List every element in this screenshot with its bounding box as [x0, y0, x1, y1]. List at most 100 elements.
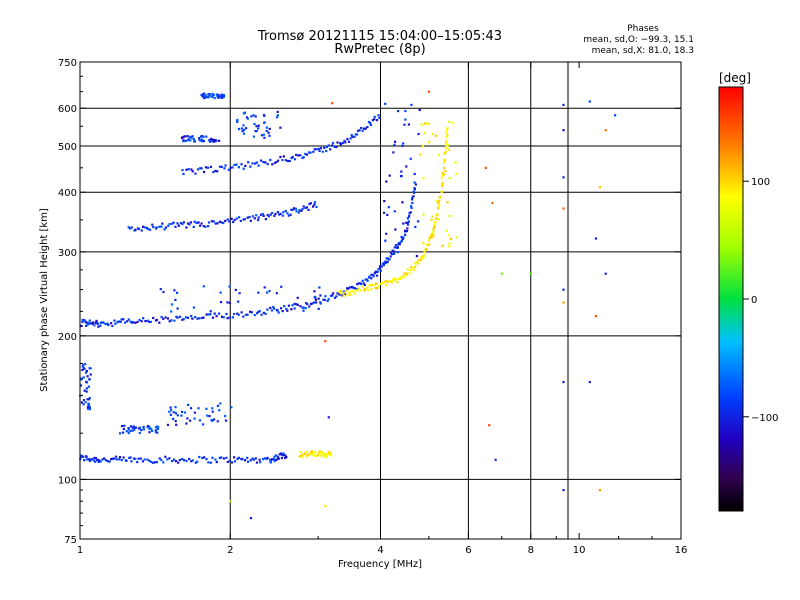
echo-point [122, 431, 125, 434]
echo-point [281, 214, 284, 217]
echo-point [219, 301, 223, 304]
echo-point [242, 132, 246, 135]
echo-point [318, 286, 321, 289]
echo-point [384, 261, 387, 265]
echo-point [357, 287, 360, 290]
echo-point [293, 307, 296, 310]
echo-point [307, 208, 310, 211]
echo-point [248, 215, 251, 219]
echo-point [441, 184, 444, 187]
x-tick-label: 6 [465, 545, 471, 556]
y-tick-label: 100 [58, 475, 77, 486]
echo-point [315, 148, 318, 151]
echo-point [269, 460, 273, 463]
echo-point [261, 213, 264, 216]
echo-point [411, 267, 415, 270]
echo-point [305, 206, 308, 209]
echo-point [193, 140, 196, 143]
echo-point [448, 242, 451, 245]
echo-point [124, 321, 127, 324]
echo-point [194, 461, 197, 464]
echo-point [338, 290, 341, 293]
echo-point [134, 457, 137, 460]
echo-point [273, 459, 276, 463]
echo-point [321, 452, 325, 455]
echo-point [168, 457, 171, 460]
echo-point [87, 385, 90, 388]
echo-point [410, 103, 413, 106]
echo-point [156, 427, 160, 430]
echo-point [222, 221, 225, 225]
echo-point [380, 265, 383, 268]
echo-point [259, 461, 262, 464]
echo-point [231, 166, 234, 169]
echo-point [345, 289, 348, 292]
echo-point [86, 405, 90, 408]
echo-point [186, 135, 189, 138]
echo-point [202, 135, 205, 138]
echo-point [196, 317, 199, 320]
echo-point [160, 225, 163, 228]
echo-point [373, 271, 376, 275]
echo-point [389, 280, 392, 283]
echo-point [193, 411, 196, 414]
echo-point [209, 165, 212, 168]
echo-point [81, 368, 84, 372]
phase-mean-x: mean, sd,X: 81.0, 18.3 [592, 46, 694, 56]
echo-point [309, 451, 312, 454]
echo-point [432, 230, 435, 233]
echo-point [441, 244, 444, 247]
echo-point [155, 318, 158, 321]
echo-point [298, 209, 301, 212]
echo-point [398, 243, 401, 246]
echo-point [365, 278, 368, 281]
echo-point [85, 390, 88, 393]
echo-point [137, 227, 140, 231]
echo-point [82, 455, 85, 458]
echo-point [308, 305, 311, 308]
echo-point [389, 251, 393, 254]
echo-point [594, 237, 597, 240]
echo-point [266, 163, 269, 166]
echo-point [410, 266, 413, 269]
data-points [79, 90, 617, 520]
echo-point [136, 461, 139, 464]
echo-point [263, 121, 266, 124]
echo-point [202, 423, 205, 426]
echo-point [412, 268, 415, 271]
echo-point [257, 291, 260, 294]
phase-heading: Phases [627, 24, 659, 34]
echo-point [81, 318, 84, 321]
echo-point [259, 213, 263, 216]
echo-point [198, 317, 201, 320]
echo-point [297, 154, 300, 157]
echo-point [448, 177, 451, 180]
echo-point [239, 219, 242, 222]
echo-point [420, 255, 423, 258]
echo-point [88, 459, 91, 462]
echo-point [349, 293, 352, 296]
echo-point [296, 296, 299, 299]
echo-point [234, 460, 237, 463]
echo-point [86, 407, 90, 410]
echo-point [318, 451, 321, 454]
echo-point [246, 456, 249, 459]
echo-point [336, 292, 339, 295]
echo-point [276, 211, 279, 214]
echo-point [351, 285, 354, 289]
echo-point [96, 322, 99, 326]
echo-point [180, 414, 183, 417]
echo-point [216, 170, 219, 173]
echo-point [382, 263, 385, 267]
echo-point [150, 427, 153, 430]
echo-point [433, 223, 436, 226]
echo-point [122, 427, 125, 431]
echo-point [180, 410, 184, 413]
echo-point [173, 458, 176, 461]
echo-point [445, 144, 448, 147]
echo-point [419, 258, 423, 261]
echo-point [355, 289, 358, 292]
echo-point [139, 457, 142, 460]
echo-point [229, 500, 232, 503]
